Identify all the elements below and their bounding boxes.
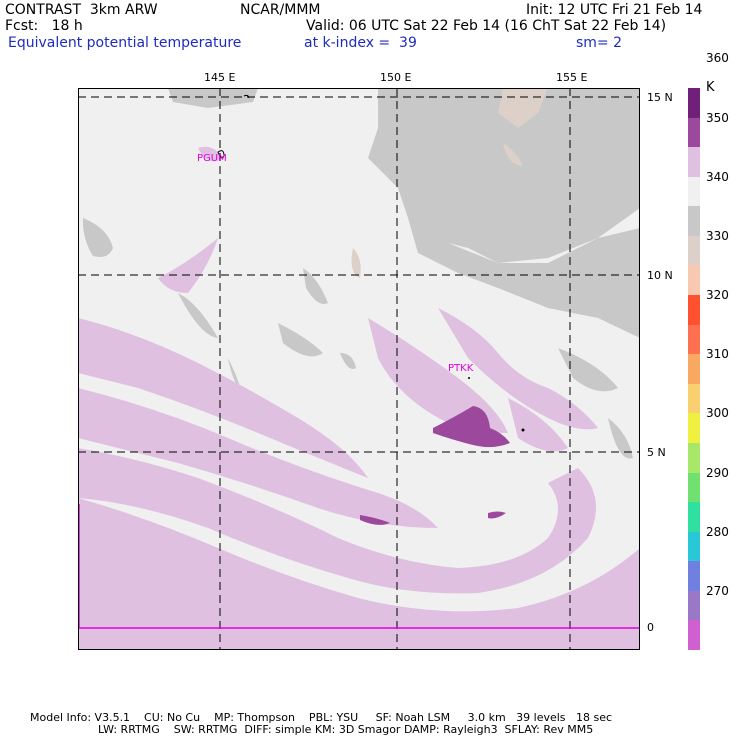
colorbar-swatch — [688, 265, 700, 296]
field-name: Equivalent potential temperature — [8, 35, 242, 51]
colorbar-swatch — [688, 620, 700, 651]
colorbar-swatch — [688, 324, 700, 355]
lat-lon-grid — [78, 88, 640, 650]
colorbar-swatch — [688, 88, 700, 119]
colorbar-swatch — [688, 561, 700, 592]
guam-coastline — [217, 150, 225, 158]
tan-regions — [351, 88, 548, 278]
level-label: at k-index = 39 — [304, 35, 417, 51]
forecast-hour: Fcst: 18 h — [5, 18, 83, 34]
footer-model-info: Model Info: V3.5.1 CU: No Cu MP: Thompso… — [30, 711, 613, 724]
colorbar-label: 300 — [706, 406, 729, 421]
lon-label-145: 145 E — [204, 71, 236, 84]
lat-label-10n: 10 N — [647, 269, 673, 282]
colorbar-swatch — [688, 442, 700, 474]
colorbar-swatch — [688, 590, 700, 621]
colorbar-label: 360 — [706, 51, 729, 66]
colorbar-swatch — [688, 235, 700, 266]
init-time: Init: 12 UTC Fri 21 Feb 14 — [526, 2, 703, 18]
colorbar-swatch — [688, 354, 700, 385]
small-island-marker — [243, 94, 250, 99]
center-label: NCAR/MMM — [240, 2, 321, 18]
dark-purple-regions — [360, 406, 510, 525]
map-frame — [78, 88, 640, 650]
colorbar-swatch — [688, 383, 700, 414]
lon-label-155: 155 E — [556, 71, 588, 84]
colorbar-swatch — [688, 413, 700, 444]
colorbar-label: 280 — [706, 524, 729, 539]
lat-label-5n: 5 N — [647, 446, 666, 459]
equivalent-potential-temperature-map: PGUM PTKK — [78, 88, 640, 650]
lat-label-15n: 15 N — [647, 91, 673, 104]
lat-label-0: 0 — [647, 621, 654, 634]
lon-label-150: 150 E — [380, 71, 412, 84]
colorbar-swatch — [688, 117, 700, 148]
colorbar — [688, 88, 700, 651]
station-label-pgum: PGUM — [197, 153, 227, 164]
colorbar-label: 310 — [706, 347, 729, 362]
colorbar-label: 350 — [706, 110, 729, 125]
valid-time: Valid: 06 UTC Sat 22 Feb 14 (16 ChT Sat … — [306, 18, 667, 34]
colorbar-label: 290 — [706, 465, 729, 480]
colorbar-unit: K — [706, 80, 715, 95]
model-title: CONTRAST 3km ARW — [5, 2, 158, 18]
colorbar-label: 330 — [706, 228, 729, 243]
colorbar-swatch — [688, 295, 700, 326]
island-marker — [521, 428, 525, 432]
colorbar-swatch — [688, 502, 700, 533]
colorbar-label: 320 — [706, 288, 729, 303]
gray-regions — [82, 88, 640, 459]
colorbar-swatch — [688, 531, 700, 562]
light-purple-regions — [78, 146, 640, 650]
chuuk-marker — [468, 377, 470, 379]
colorbar-swatch — [688, 147, 700, 178]
footer-model-physics: LW: RRTMG SW: RRTMG DIFF: simple KM: 3D … — [98, 723, 594, 736]
colorbar-swatch — [688, 472, 700, 503]
colorbar-label: 270 — [706, 583, 729, 598]
colorbar-label: 340 — [706, 169, 729, 184]
colorbar-swatch — [688, 176, 700, 207]
colorbar-swatch — [688, 206, 700, 237]
station-label-ptkk: PTKK — [448, 363, 474, 374]
smoothing-label: sm= 2 — [576, 35, 623, 51]
